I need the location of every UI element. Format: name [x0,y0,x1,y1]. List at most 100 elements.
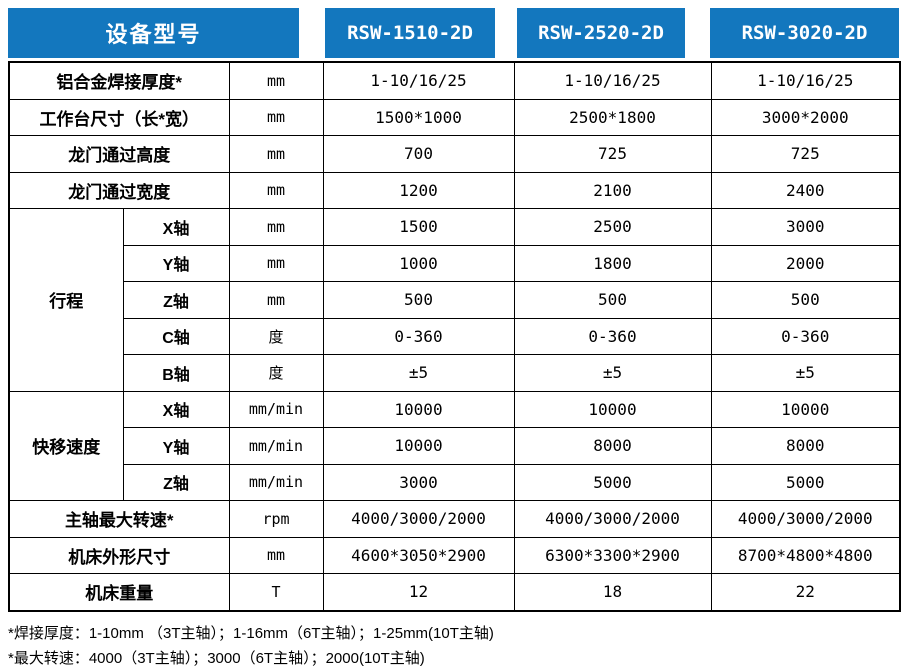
row-value-cell: 5000 [513,463,712,501]
row-value-cell: 2100 [513,171,712,209]
row-value-cell: 4000/3000/2000 [710,500,901,538]
row-value-cell: 1500 [322,208,515,246]
row-unit-cell: mm [228,281,324,319]
row-value-cell: ±5 [710,354,901,392]
row-value-cell: 0-360 [513,317,712,355]
footnotes: *焊接厚度：1-10mm （3T主轴）；1-16mm（6T主轴）；1-25mm(… [8,621,899,671]
row-value-cell: 2000 [710,244,901,282]
row-value-cell: 500 [322,281,515,319]
row-unit-cell: mm [228,171,324,209]
spec-row: 主轴最大转速* rpm 4000/3000/2000 4000/3000/200… [8,500,901,538]
row-label-cell: 机床重量 [8,573,230,611]
row-unit-cell: 度 [228,317,324,355]
row-value-cell: 12 [322,573,515,611]
row-unit-cell: mm/min [228,427,324,465]
row-value-cell: 2500 [513,208,712,246]
axis-label-cell: Z轴 [122,463,230,501]
row-value-cell: 4000/3000/2000 [322,500,515,538]
axis-label-cell: X轴 [122,390,230,428]
header-model-rsw-3020-2d: RSW-3020-2D [710,8,899,58]
row-value-cell: 1000 [322,244,515,282]
row-unit-cell: mm [228,244,324,282]
row-value-cell: 22 [710,573,901,611]
row-value-cell: 1200 [322,171,515,209]
spec-table: 铝合金焊接厚度* mm 1-10/16/25 1-10/16/25 1-10/1… [8,61,901,612]
row-value-cell: 2400 [710,171,901,209]
row-value-cell: 8700*4800*4800 [710,536,901,574]
row-value-cell: ±5 [513,354,712,392]
row-value-cell: 725 [710,135,901,173]
row-unit-cell: mm [228,135,324,173]
row-unit-cell: mm [228,536,324,574]
row-unit-cell: rpm [228,500,324,538]
spec-row: 机床重量 T 12 18 22 [8,573,901,611]
spec-row: 快移速度 X轴 mm/min 10000 10000 10000 [8,390,901,501]
row-value-cell: 725 [513,135,712,173]
spec-row: 工作台尺寸（长*宽） mm 1500*1000 2500*1800 3000*2… [8,98,901,136]
spec-row: Z轴 mm 500 500 500 [9,281,901,319]
spec-row: B轴 度 ±5 ±5 ±5 [9,354,901,392]
row-value-cell: 500 [710,281,901,319]
row-value-cell: 1-10/16/25 [322,61,515,100]
row-value-cell: 1-10/16/25 [513,61,712,100]
row-value-cell: 1500*1000 [322,98,515,136]
row-value-cell: 6300*3300*2900 [513,536,712,574]
spec-row: 龙门通过宽度 mm 1200 2100 2400 [8,171,901,209]
row-unit-cell: mm [228,98,324,136]
row-value-cell: 2500*1800 [513,98,712,136]
axis-label-cell: Z轴 [122,281,230,319]
row-value-cell: 3000 [322,463,515,501]
row-value-cell: 4600*3050*2900 [322,536,515,574]
table-header-row: 设备型号 RSW-1510-2D RSW-2520-2D RSW-3020-2D [8,8,899,58]
header-model-rsw-1510-2d: RSW-1510-2D [325,8,495,58]
row-value-cell: 8000 [513,427,712,465]
row-value-cell: 1800 [513,244,712,282]
row-value-cell: 3000 [710,208,901,246]
spec-row: Z轴 mm/min 3000 5000 5000 [9,463,901,501]
header-device-model-label: 设备型号 [8,8,299,58]
row-value-cell: 1-10/16/25 [710,61,901,100]
group-label-travel: 行程 [8,208,124,392]
spec-row: 龙门通过高度 mm 700 725 725 [8,135,901,173]
row-unit-cell: mm [228,61,324,100]
axis-label-cell: X轴 [122,208,230,246]
row-value-cell: 10000 [322,427,515,465]
row-label-cell: 主轴最大转速* [8,500,230,538]
axis-label-cell: B轴 [122,354,230,392]
row-label-cell: 机床外形尺寸 [8,536,230,574]
row-unit-cell: 度 [228,354,324,392]
row-value-cell: 4000/3000/2000 [513,500,712,538]
row-value-cell: 18 [513,573,712,611]
row-value-cell: 700 [322,135,515,173]
row-value-cell: 0-360 [322,317,515,355]
footnote-welding-thickness: *焊接厚度：1-10mm （3T主轴）；1-16mm（6T主轴）；1-25mm(… [8,624,494,642]
group-label-rapid-speed: 快移速度 [8,390,124,501]
row-value-cell: 10000 [710,390,901,428]
row-label-cell: 龙门通过宽度 [8,171,230,209]
row-unit-cell: mm/min [228,463,324,501]
row-value-cell: 5000 [710,463,901,501]
row-value-cell: 10000 [513,390,712,428]
row-value-cell: 500 [513,281,712,319]
row-value-cell: 3000*2000 [710,98,901,136]
header-model-rsw-2520-2d: RSW-2520-2D [517,8,685,58]
row-label-cell: 工作台尺寸（长*宽） [8,98,230,136]
spec-sheet: 设备型号 RSW-1510-2D RSW-2520-2D RSW-3020-2D… [8,8,901,671]
axis-label-cell: Y轴 [122,244,230,282]
row-value-cell: 10000 [322,390,515,428]
footnote-max-speed: *最大转速：4000（3T主轴）；3000（6T主轴）；2000(10T主轴) [8,649,425,667]
row-value-cell: ±5 [322,354,515,392]
row-value-cell: 0-360 [710,317,901,355]
row-unit-cell: mm/min [228,390,324,428]
row-unit-cell: T [228,573,324,611]
row-label-cell: 铝合金焊接厚度* [8,61,230,100]
spec-row: C轴 度 0-360 0-360 0-360 [9,317,901,355]
axis-label-cell: C轴 [122,317,230,355]
spec-row: 行程 X轴 mm 1500 2500 3000 [8,208,901,392]
row-value-cell: 8000 [710,427,901,465]
spec-row: Y轴 mm/min 10000 8000 8000 [9,427,901,465]
spec-row: 铝合金焊接厚度* mm 1-10/16/25 1-10/16/25 1-10/1… [8,61,901,100]
axis-label-cell: Y轴 [122,427,230,465]
spec-row: Y轴 mm 1000 1800 2000 [9,244,901,282]
spec-row: 机床外形尺寸 mm 4600*3050*2900 6300*3300*2900 … [8,536,901,574]
